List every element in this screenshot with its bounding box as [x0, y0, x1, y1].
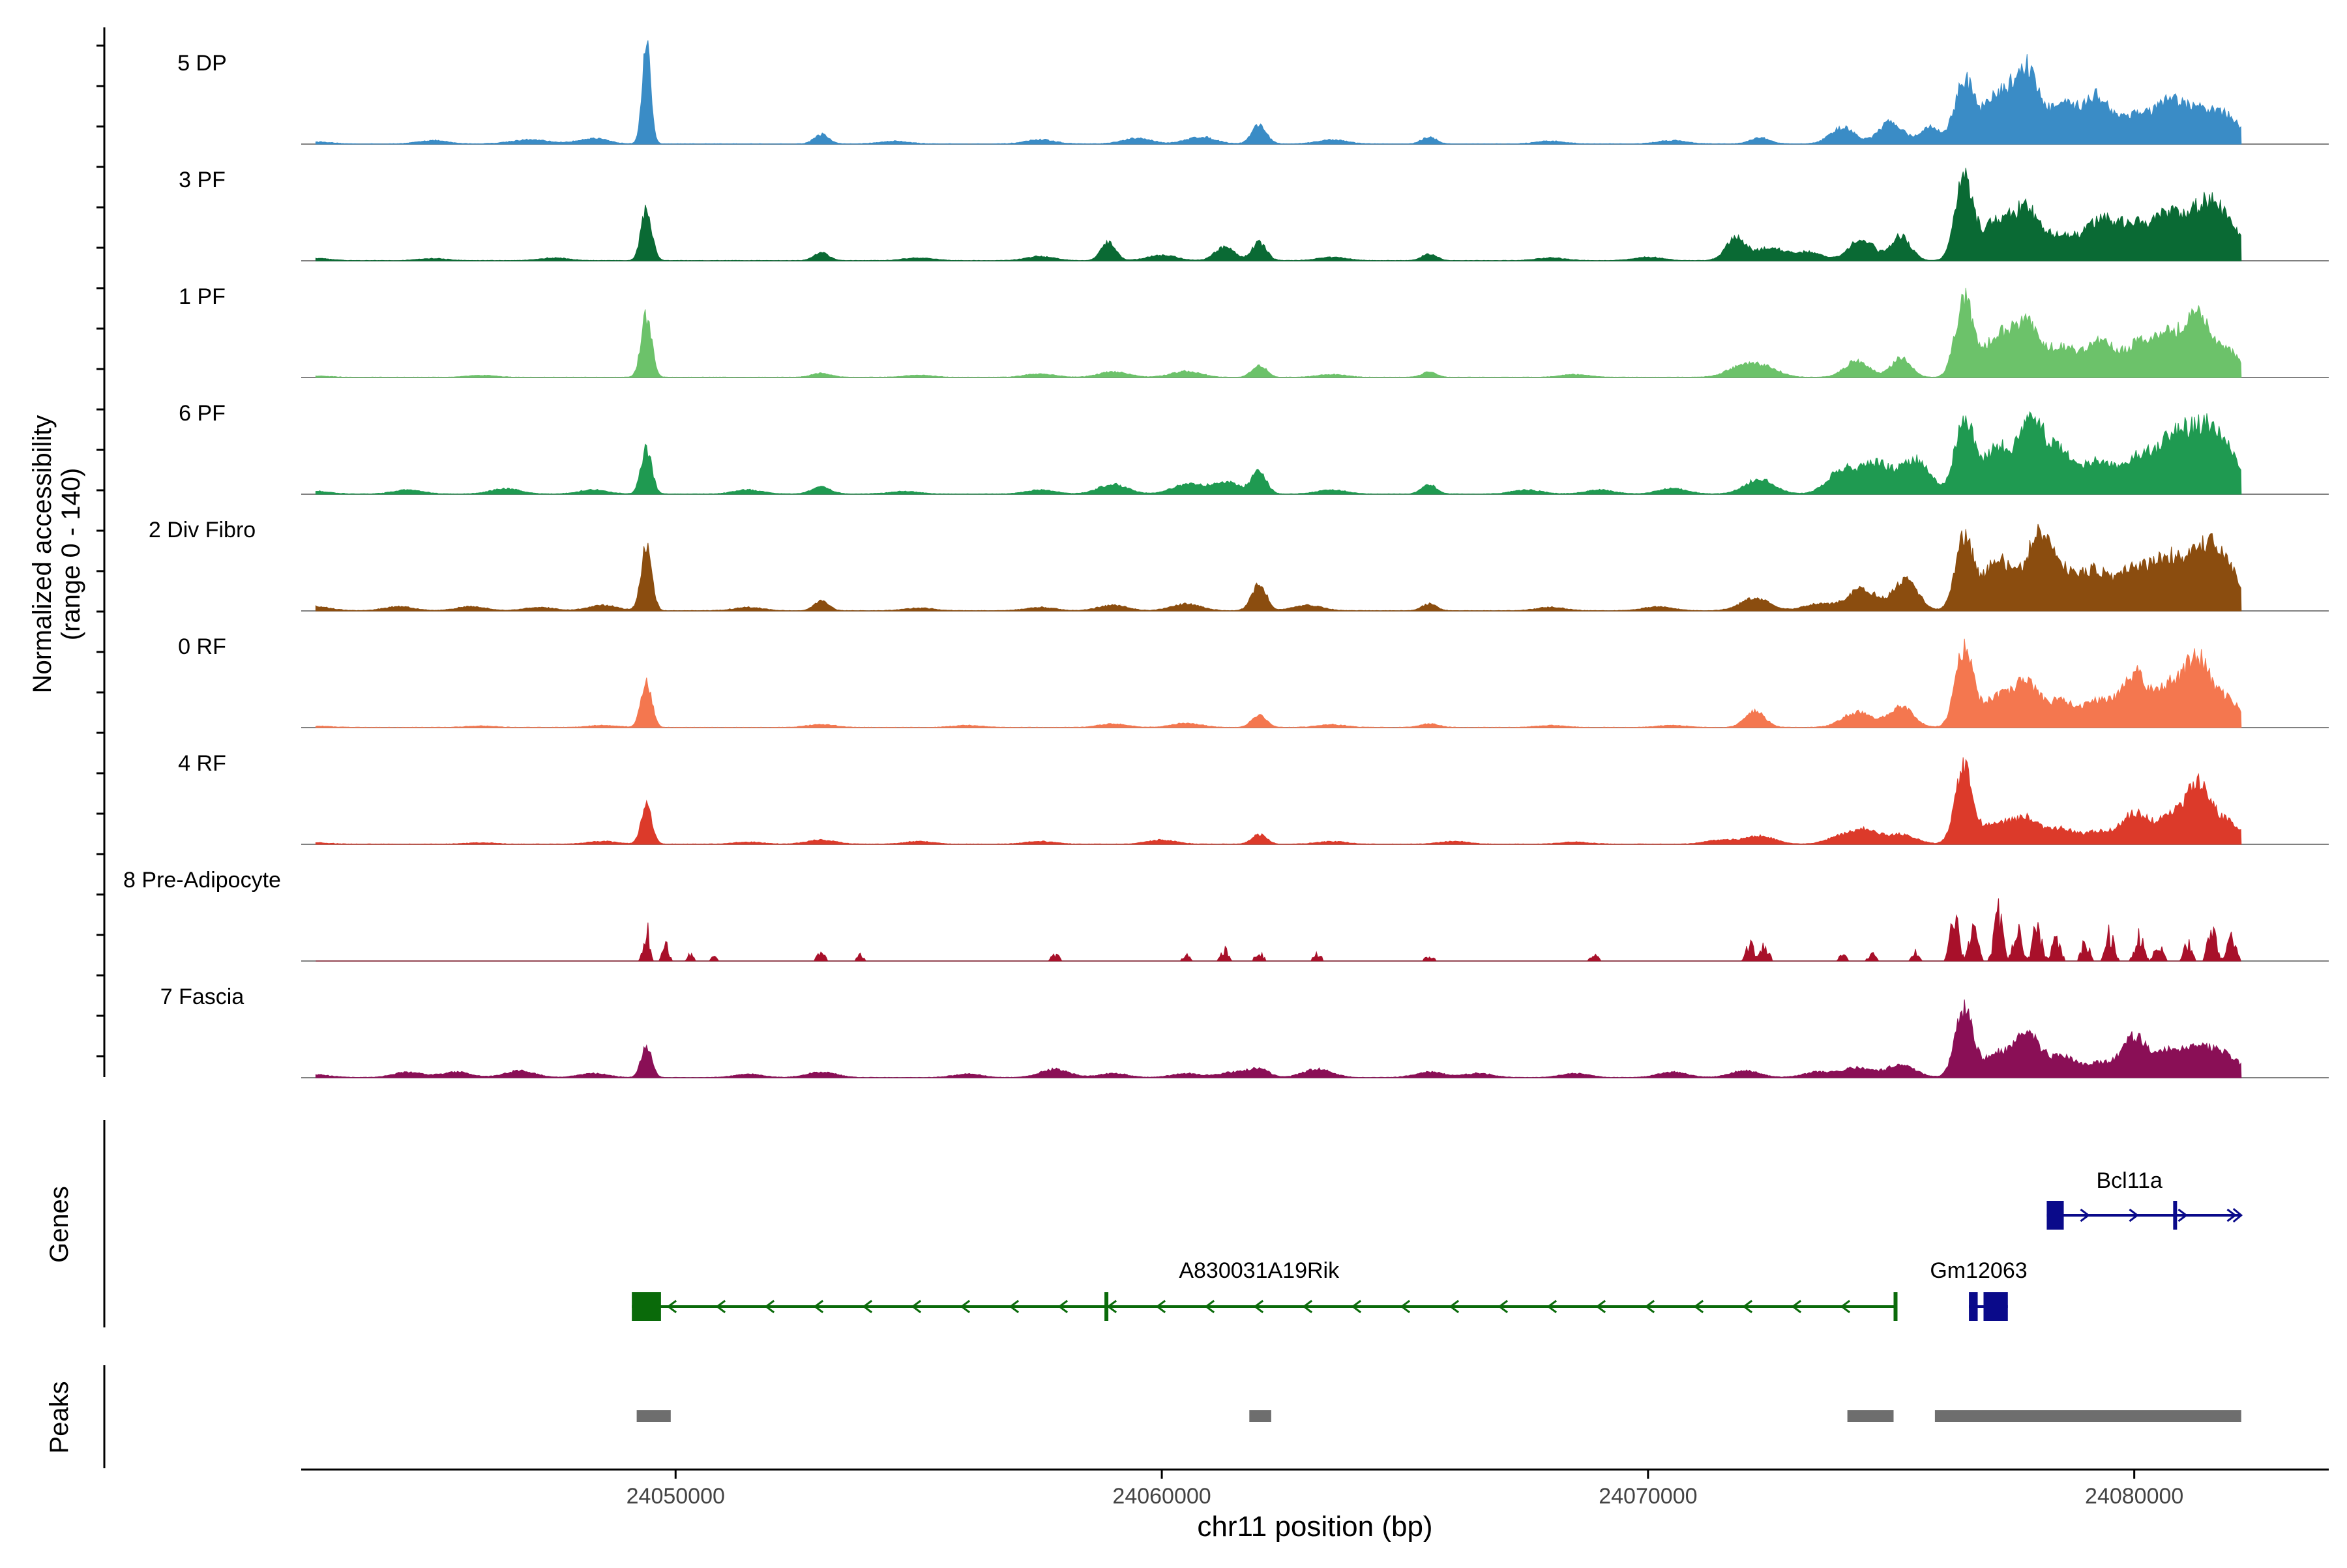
gene-exon — [2046, 1201, 2064, 1230]
gene-exon — [2173, 1201, 2177, 1230]
gene-exon — [1983, 1292, 2008, 1321]
genes-track: Bcl11a A830031A19Rik Gm12063 — [632, 1168, 2243, 1321]
track-area — [315, 757, 2242, 845]
y-axis-range-label: (range 0 - 140) — [57, 468, 85, 641]
gene-Bcl11a: Bcl11a — [2046, 1168, 2243, 1230]
strand-chevron — [2177, 1208, 2188, 1222]
track-3: 6 PF — [179, 401, 2329, 495]
gene-Gm12063: Gm12063 — [1930, 1258, 2028, 1321]
strand-chevron — [960, 1299, 971, 1314]
strand-chevron — [1693, 1299, 1704, 1314]
strand-chevron — [715, 1299, 726, 1314]
strand-chevron — [1498, 1299, 1509, 1314]
y-axis-label: Normalized accessibility — [28, 415, 57, 694]
track-6: 4 RF — [178, 751, 2329, 845]
track-label: 2 Div Fibro — [149, 518, 256, 542]
strand-chevron — [666, 1299, 677, 1314]
x-tick-label: 24080000 — [2085, 1484, 2183, 1509]
track-area — [315, 288, 2242, 378]
peak-interval — [1249, 1410, 1271, 1422]
strand-chevron — [1546, 1299, 1557, 1314]
coverage-tracks: 5 DP 3 PF 1 PF 6 PF 2 Div Fibro 0 RF 4 RF 8 Pre… — [123, 40, 2329, 1078]
track-label: 8 Pre-Adipocyte — [123, 868, 281, 893]
track-5: 0 RF — [178, 634, 2329, 728]
strand-chevron — [2226, 1208, 2237, 1222]
x-axis-label: chr11 position (bp) — [1197, 1511, 1432, 1543]
track-area — [315, 40, 2242, 145]
strand-chevron — [1742, 1299, 1753, 1314]
track-2: 1 PF — [179, 284, 2329, 378]
track-area — [316, 898, 2241, 962]
track-7: 8 Pre-Adipocyte — [123, 868, 2329, 962]
track-4: 2 Div Fibro — [149, 518, 2329, 612]
gene-label: Bcl11a — [2097, 1168, 2163, 1193]
strand-chevron — [764, 1299, 775, 1314]
strand-chevron — [1400, 1299, 1411, 1314]
track-area — [315, 638, 2242, 728]
track-label: 3 PF — [179, 168, 226, 192]
strand-chevron — [1840, 1299, 1851, 1314]
strand-chevron — [1253, 1299, 1264, 1314]
strand-chevron — [1449, 1299, 1460, 1314]
strand-chevron — [1155, 1299, 1166, 1314]
strand-chevron — [2080, 1208, 2090, 1222]
strand-chevron — [1204, 1299, 1215, 1314]
track-0: 5 DP — [177, 40, 2329, 145]
track-area — [315, 168, 2242, 261]
strand-chevron — [813, 1299, 824, 1314]
track-area — [315, 999, 2242, 1078]
x-axis-ticks: 24050000 24060000 24070000 24080000 — [627, 1470, 2183, 1509]
strand-chevron — [2129, 1208, 2139, 1222]
strand-chevron — [1057, 1299, 1069, 1314]
track-8: 7 Fascia — [160, 984, 2329, 1078]
x-tick-label: 24050000 — [627, 1484, 725, 1509]
track-area — [315, 411, 2242, 495]
track-1: 3 PF — [179, 168, 2329, 261]
gene-label: A830031A19Rik — [1179, 1258, 1340, 1283]
gene-label: Gm12063 — [1930, 1258, 2027, 1283]
gene-exon — [1893, 1292, 1898, 1321]
strand-chevron — [1644, 1299, 1655, 1314]
strand-chevron — [1106, 1299, 1117, 1314]
strand-chevron — [911, 1299, 922, 1314]
strand-chevron — [1351, 1299, 1362, 1314]
peak-interval — [1934, 1410, 2241, 1422]
track-label: 1 PF — [179, 284, 226, 309]
x-tick-label: 24060000 — [1112, 1484, 1211, 1509]
peak-interval — [636, 1410, 671, 1422]
track-label: 7 Fascia — [160, 984, 244, 1009]
strand-chevron — [2232, 1207, 2243, 1223]
genes-panel-label: Genes — [45, 1186, 74, 1263]
gene-exon — [1969, 1292, 1978, 1321]
strand-chevron — [1302, 1299, 1313, 1314]
strand-chevron — [1791, 1299, 1802, 1314]
track-label: 0 RF — [178, 634, 226, 659]
strand-chevron — [1595, 1299, 1606, 1314]
x-tick-label: 24070000 — [1599, 1484, 1697, 1509]
track-label: 4 RF — [178, 751, 226, 776]
strand-chevron — [1009, 1299, 1020, 1314]
track-area — [315, 524, 2242, 612]
strand-chevron — [862, 1299, 873, 1314]
track-label: 6 PF — [179, 401, 226, 426]
track-label: 5 DP — [177, 51, 227, 76]
peak-interval — [1847, 1410, 1894, 1422]
coverage-y-ticks — [96, 44, 104, 1058]
gene-A830031A19Rik: A830031A19Rik — [632, 1258, 1898, 1321]
gene-exon — [1104, 1292, 1109, 1321]
peaks-panel-label: Peaks — [45, 1381, 74, 1453]
gene-exon — [632, 1292, 661, 1321]
peaks-track — [636, 1410, 2241, 1422]
